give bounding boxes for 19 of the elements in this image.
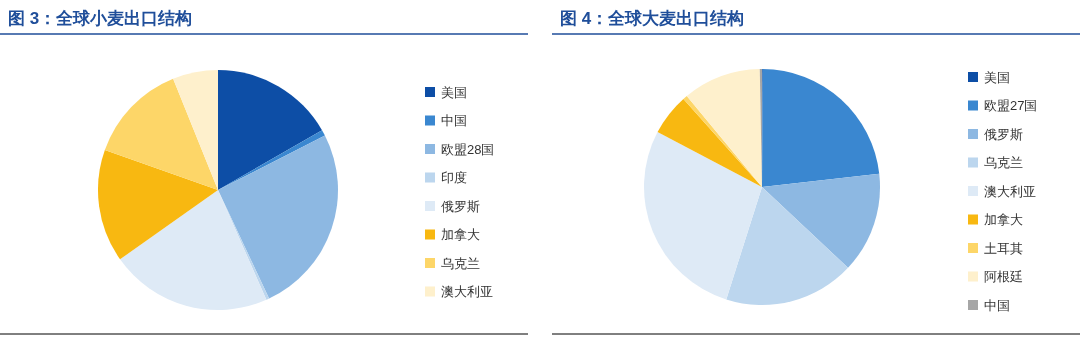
legend-label: 美国 (984, 69, 1010, 85)
legend-label: 加拿大 (984, 212, 1023, 227)
legend-label: 澳大利亚 (441, 284, 493, 299)
legend-label: 阿根廷 (984, 269, 1023, 284)
legend-label: 印度 (441, 170, 467, 185)
legend-label: 中国 (984, 297, 1010, 313)
legend-label: 俄罗斯 (984, 126, 1023, 142)
legend-label: 中国 (441, 113, 467, 128)
legend-label: 土耳其 (984, 240, 1023, 256)
legend-label: 乌克兰 (441, 255, 480, 271)
legend-label: 乌克兰 (984, 155, 1023, 170)
legend-label: 俄罗斯 (441, 198, 480, 214)
legend-label: 美国 (441, 84, 467, 100)
legend-label: 加拿大 (441, 227, 480, 242)
chart-title: 图 4：全球大麦出口结构 (560, 9, 745, 28)
legend-label: 欧盟27国 (984, 98, 1038, 113)
legend-label: 欧盟28国 (441, 141, 495, 157)
chart-title: 图 3：全球小麦出口结构 (8, 9, 193, 28)
legend-label: 澳大利亚 (984, 183, 1036, 199)
